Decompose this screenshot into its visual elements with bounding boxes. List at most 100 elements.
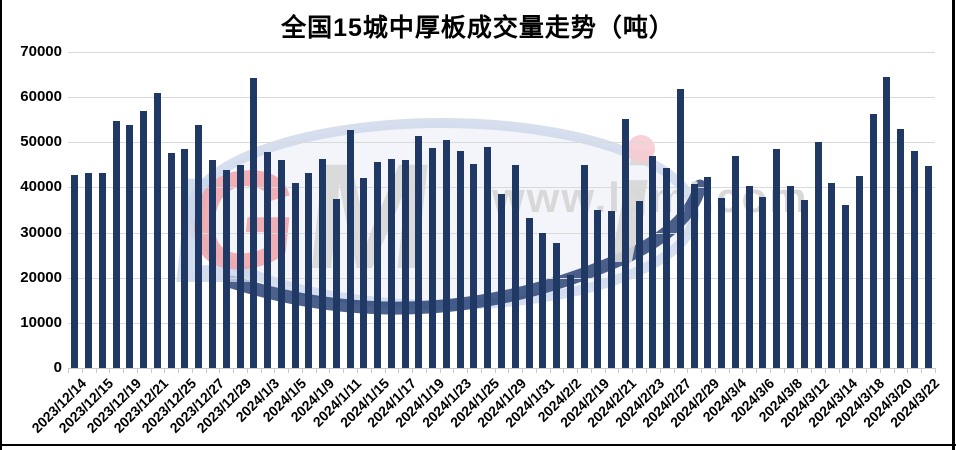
bar — [456, 150, 464, 368]
axis-tick — [412, 369, 414, 373]
frame-border-left — [0, 0, 2, 450]
bar — [663, 168, 671, 368]
bar — [153, 92, 161, 368]
axis-tick — [178, 369, 180, 373]
axis-tick — [838, 369, 840, 373]
bar — [635, 201, 643, 368]
axis-tick — [384, 369, 386, 373]
axis-tick — [191, 369, 193, 373]
axis-tick — [315, 369, 317, 373]
y-axis-label: 30000 — [20, 223, 62, 241]
bar — [828, 182, 836, 368]
bar — [85, 172, 93, 368]
bar — [332, 199, 340, 368]
axis-tick — [357, 369, 358, 373]
axis-tick — [590, 369, 592, 373]
bar — [484, 147, 492, 368]
bar — [814, 141, 822, 368]
bar — [704, 177, 712, 368]
bar — [566, 275, 574, 368]
bar — [842, 205, 850, 368]
bar — [112, 121, 120, 368]
axis-tick — [425, 369, 427, 373]
bar — [250, 78, 258, 368]
y-axis-label: 40000 — [20, 178, 62, 196]
bar — [498, 194, 505, 368]
axis-tick — [618, 369, 620, 373]
bar — [429, 148, 437, 368]
axis-tick — [701, 369, 703, 373]
bar — [511, 164, 519, 368]
bar — [374, 161, 382, 368]
axis-tick — [866, 369, 868, 373]
bar — [264, 152, 272, 368]
axis-tick — [109, 369, 111, 373]
bar — [787, 186, 794, 368]
gridline — [68, 97, 935, 99]
axis-tick — [508, 369, 510, 373]
axis-tick — [742, 369, 744, 373]
gridline — [68, 52, 935, 53]
axis-tick — [480, 369, 482, 373]
axis-tick — [728, 369, 730, 373]
axis-tick — [274, 369, 276, 373]
bar — [759, 196, 767, 368]
axis-tick — [219, 369, 221, 373]
axis-tick — [769, 369, 771, 373]
bar — [594, 210, 602, 368]
bar — [800, 199, 808, 368]
gridline — [68, 187, 935, 189]
axis-tick — [329, 369, 331, 373]
bar — [731, 155, 739, 368]
bar — [621, 118, 629, 368]
axis-tick — [687, 369, 689, 373]
axis-tick — [123, 369, 125, 373]
bar — [553, 242, 561, 368]
axis-tick — [549, 369, 551, 373]
bar — [910, 150, 918, 368]
bar — [415, 135, 423, 368]
axis-tick — [95, 369, 97, 373]
axis-tick — [714, 369, 716, 373]
x-axis-line — [68, 368, 936, 369]
bar — [539, 232, 547, 368]
axis-tick — [494, 369, 496, 373]
axis-tick — [439, 369, 441, 373]
bar — [360, 178, 368, 368]
axis-tick — [824, 369, 826, 373]
axis-tick — [343, 369, 345, 373]
axis-tick — [370, 369, 372, 373]
axis-tick — [921, 369, 923, 373]
axis-tick — [522, 369, 524, 373]
axis-tick — [398, 369, 400, 373]
y-axis-label: 70000 — [20, 43, 62, 60]
bar — [140, 111, 148, 368]
bar — [195, 125, 203, 368]
bar — [718, 198, 726, 368]
axis-tick — [81, 369, 83, 373]
bar — [690, 183, 698, 368]
bar — [126, 125, 134, 368]
bar — [608, 210, 616, 368]
bar — [580, 164, 588, 368]
axis-tick — [563, 369, 565, 373]
axis-tick — [811, 369, 813, 373]
axis-tick — [783, 369, 785, 373]
bar — [745, 185, 753, 368]
bar — [897, 129, 905, 368]
frame-border-right — [952, 0, 955, 450]
bar — [387, 159, 395, 368]
bar — [98, 172, 106, 368]
gridline — [68, 142, 935, 144]
axis-tick — [150, 369, 152, 373]
bar — [167, 152, 175, 368]
axis-tick — [205, 369, 207, 373]
axis-tick — [301, 369, 303, 373]
bar — [346, 130, 354, 368]
y-axis-label: 50000 — [20, 133, 62, 151]
axis-tick — [164, 369, 166, 373]
axis-tick — [260, 369, 262, 373]
axis-tick — [136, 369, 138, 373]
bar — [222, 169, 230, 368]
